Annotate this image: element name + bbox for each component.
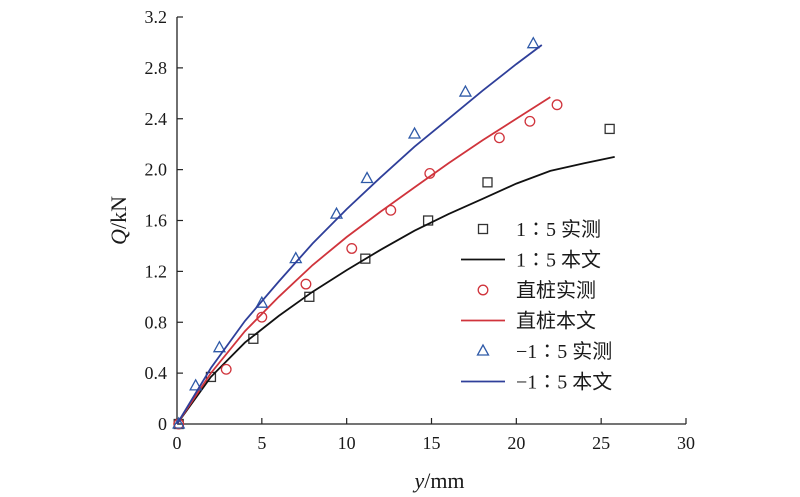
- data-point: [212, 340, 227, 353]
- data-point: [255, 295, 269, 308]
- y-axis-title: Q/kN: [106, 196, 131, 245]
- legend-item: 1∶5 本文: [461, 249, 601, 272]
- legend-label: 1∶5 本文: [516, 249, 601, 272]
- legend-item: 1∶5 实测: [477, 218, 601, 241]
- x-axis-unit: /mm: [424, 468, 464, 493]
- x-axis-title: y/mm: [412, 468, 464, 493]
- y-tick-label: 2.4: [145, 109, 168, 129]
- legend-item: −1∶5 实测: [476, 340, 612, 363]
- y-tick-label: 3.2: [145, 7, 168, 27]
- legend-label: 1∶5 实测: [516, 218, 601, 241]
- series-3: [176, 96, 551, 425]
- series-2: [173, 99, 563, 430]
- y-tick-label: 1.2: [145, 261, 168, 281]
- series-1: [176, 156, 615, 425]
- data-point: [172, 416, 186, 429]
- series-line: [176, 44, 543, 425]
- y-tick-label: 2.0: [145, 160, 168, 180]
- x-tick-label: 20: [507, 433, 525, 453]
- data-point: [360, 253, 371, 264]
- data-point: [220, 363, 232, 375]
- y-tick-label: 0: [158, 414, 167, 434]
- legend-label: −1∶5 实测: [516, 340, 612, 363]
- data-point: [189, 378, 203, 391]
- data-point: [385, 204, 397, 216]
- data-point: [407, 126, 422, 139]
- legend-marker-swatch: [477, 223, 489, 235]
- series-line: [176, 156, 615, 425]
- x-tick-label: 25: [592, 433, 610, 453]
- y-axis-var: Q: [106, 229, 131, 245]
- legend-label: −1∶5 本文: [516, 371, 612, 394]
- y-tick-label: 0.8: [145, 312, 168, 332]
- legend-label: 直桩本文: [516, 310, 596, 333]
- data-point: [300, 278, 312, 290]
- legend-marker-swatch: [476, 343, 490, 356]
- data-point: [458, 84, 473, 97]
- x-tick-label: 10: [338, 433, 356, 453]
- legend-item: 直桩实测: [477, 279, 596, 302]
- data-point: [526, 36, 540, 49]
- y-tick-label: 2.8: [145, 58, 168, 78]
- data-point: [493, 132, 505, 144]
- data-point: [346, 243, 358, 254]
- legend-marker-swatch: [477, 284, 489, 296]
- data-point: [604, 123, 615, 135]
- data-point: [551, 99, 563, 111]
- data-point: [482, 177, 493, 188]
- x-axis-var: y: [412, 468, 424, 493]
- y-tick-label: 1.6: [145, 211, 168, 231]
- series-layer: [172, 36, 615, 430]
- x-tick-label: 0: [173, 433, 182, 453]
- x-tick-label: 5: [257, 433, 266, 453]
- legend-label: 直桩实测: [516, 279, 596, 302]
- legend-item: −1∶5 本文: [461, 371, 612, 394]
- y-tick-label: 0.4: [145, 363, 168, 383]
- y-axis-unit: /kN: [106, 196, 131, 229]
- data-point: [256, 311, 268, 323]
- data-point: [360, 171, 374, 184]
- series-5: [176, 44, 543, 425]
- x-tick-label: 30: [677, 433, 695, 453]
- series-line: [176, 96, 551, 425]
- axes: 0 5 10 15 20 25 30 0 0.4 0.8 1.2 1.6 2.0 2.4 2.8 3.2: [145, 7, 696, 453]
- x-tick-label: 15: [423, 433, 441, 453]
- data-point: [524, 115, 536, 127]
- legend-item: 直桩本文: [461, 310, 596, 333]
